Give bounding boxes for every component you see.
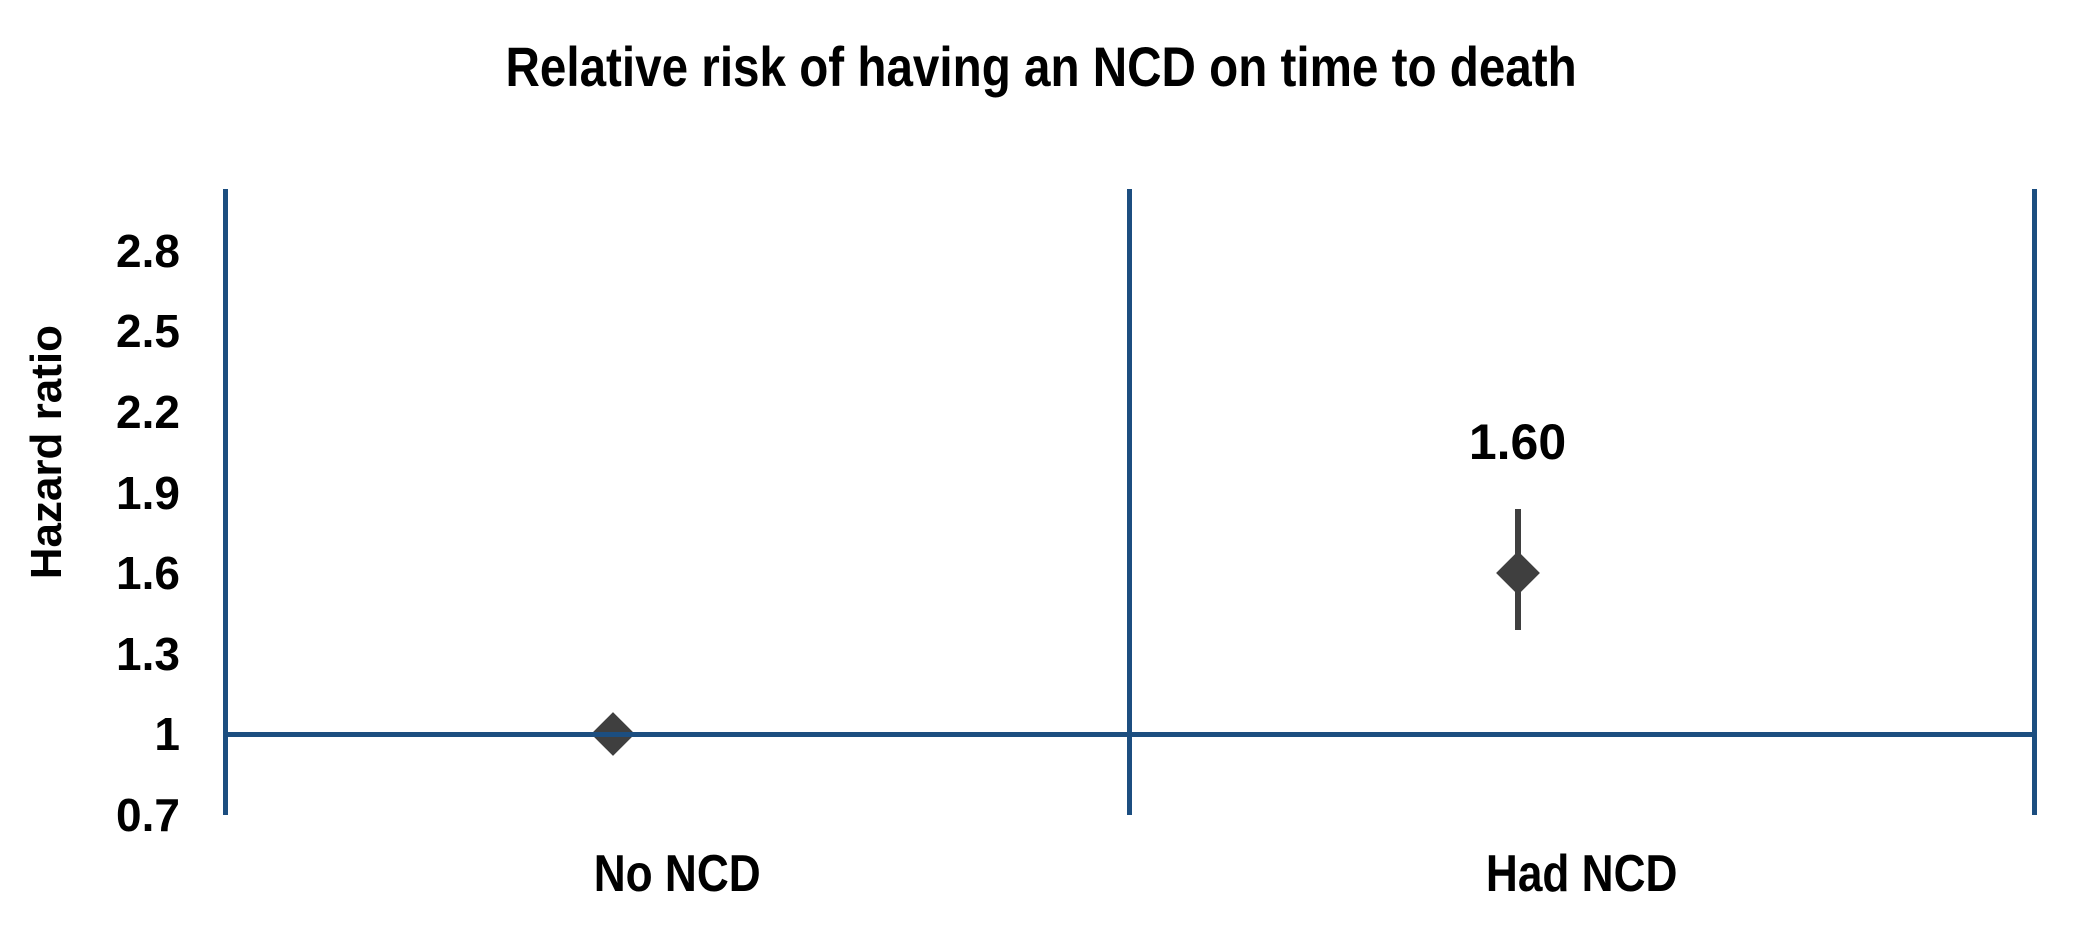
y-tick-label-2-8: 2.8: [116, 224, 180, 277]
marker-had-ncd: [1495, 551, 1540, 596]
baseline-hazard-ratio-1: [225, 732, 2034, 738]
category-divider-line: [1127, 189, 1132, 815]
x-category-label-had-ncd: Had NCD: [1332, 846, 1832, 902]
x-category-label-text: Had NCD: [1485, 845, 1678, 903]
plot-right-border-line: [2032, 189, 2037, 815]
y-tick-label-1: 1: [154, 708, 180, 761]
y-tick-label-2-2: 2.2: [116, 385, 180, 438]
x-category-label-text: No NCD: [593, 845, 761, 903]
y-tick-label-1-6: 1.6: [116, 547, 180, 600]
chart-title-text: Relative risk of having an NCD on time t…: [505, 35, 1577, 98]
y-tick-label-2-5: 2.5: [116, 305, 180, 358]
y-tick-label-0-7: 0.7: [116, 789, 180, 841]
y-tick-label-1-3: 1.3: [116, 627, 180, 680]
y-tick-label-1-9: 1.9: [116, 466, 180, 519]
chart-title: Relative risk of having an NCD on time t…: [0, 36, 2082, 98]
y-axis-title: Hazard ratio: [22, 325, 71, 580]
x-category-label-no-ncd: No NCD: [427, 846, 927, 902]
data-label-had-ncd: 1.60: [1468, 413, 1567, 470]
y-axis-line: [223, 189, 228, 815]
